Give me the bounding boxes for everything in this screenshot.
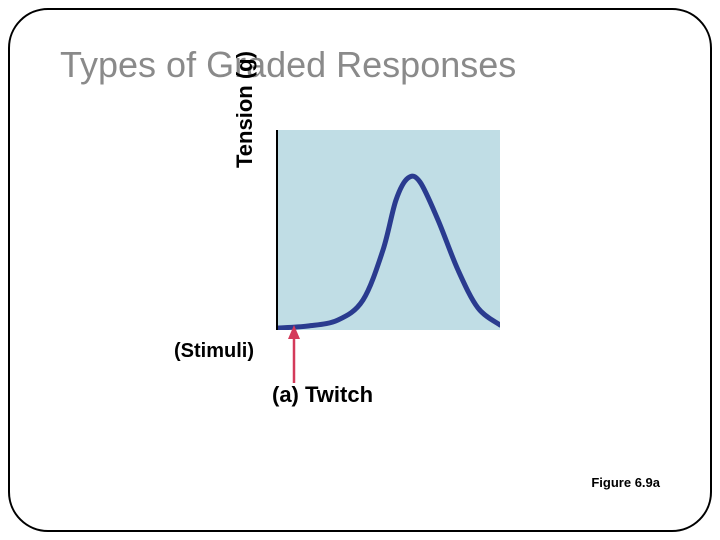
twitch-chart: Tension (g) (Stimuli) (a) Twitch (240, 130, 500, 350)
y-axis-label: Tension (g) (232, 51, 258, 168)
figure-caption: Figure 6.9a (591, 475, 660, 490)
tension-curve (278, 130, 500, 330)
stimuli-label: (Stimuli) (174, 340, 254, 363)
stimulus-arrow-icon (284, 325, 304, 385)
slide-title: Types of Graded Responses (60, 44, 516, 86)
panel-label: (a) Twitch (272, 382, 373, 408)
slide-frame: Types of Graded Responses Tension (g) (S… (8, 8, 712, 532)
